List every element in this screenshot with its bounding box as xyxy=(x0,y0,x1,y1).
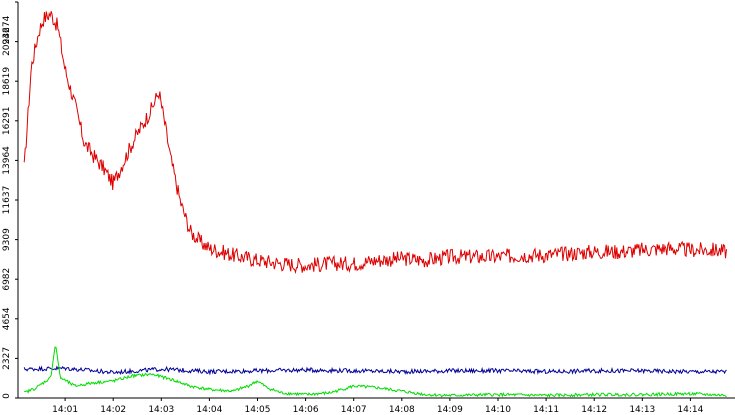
y-tick-label: 4654 xyxy=(2,307,12,330)
x-tick-label: 14:13 xyxy=(629,405,655,415)
series-line-2 xyxy=(23,365,727,376)
y-axis: 0 2327 4654 6982 9309 11637 13964 16291 18619 209… xyxy=(2,1,19,399)
x-tick-label: 14:10 xyxy=(485,405,511,415)
series-line-1 xyxy=(23,11,727,275)
x-tick-label: 14:06 xyxy=(293,405,319,415)
y-tick-label: 20946 xyxy=(2,27,12,56)
series-line-3 xyxy=(24,346,727,398)
y-tick-label: 18619 xyxy=(2,67,12,96)
y-tick-label: 11637 xyxy=(2,186,12,215)
x-tick-label: 14:05 xyxy=(245,405,271,415)
x-tick-label: 14:01 xyxy=(52,405,78,415)
y-tick-label: 16291 xyxy=(2,106,12,135)
series-group xyxy=(23,11,727,398)
y-tick-label: 6982 xyxy=(2,268,12,291)
y-tick-label: 2327 xyxy=(2,347,12,370)
x-tick-label: 14:02 xyxy=(100,405,126,415)
y-tick-label: 9309 xyxy=(2,228,12,251)
x-tick-label: 14:03 xyxy=(148,405,174,415)
x-tick-label: 14:09 xyxy=(437,405,463,415)
x-tick-label: 14:07 xyxy=(341,405,367,415)
x-tick-label: 14:04 xyxy=(196,405,222,415)
x-tick-label: 14:08 xyxy=(389,405,415,415)
y-tick-label: 13964 xyxy=(2,146,12,175)
y-tick-label: 0 xyxy=(2,393,12,399)
x-tick-label: 14:11 xyxy=(533,405,559,415)
y-tick-label: 23274 xyxy=(2,15,12,44)
x-tick-label: 14:14 xyxy=(677,405,703,415)
x-axis: 14:01 14:02 14:03 14:04 14:05 14:06 14:07 14:08… xyxy=(18,397,735,415)
x-tick-label: 14:12 xyxy=(581,405,607,415)
